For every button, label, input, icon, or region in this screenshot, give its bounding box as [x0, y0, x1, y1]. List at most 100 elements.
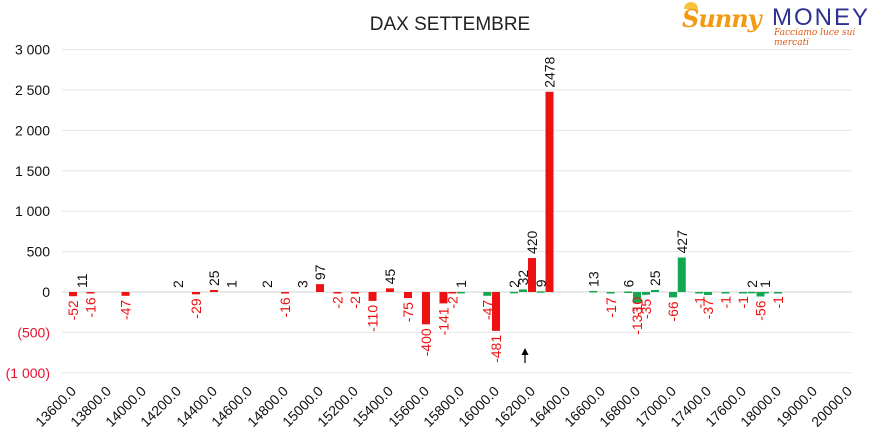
bar [210, 289, 218, 292]
data-label: 1 [757, 280, 773, 288]
data-label: -47 [118, 300, 134, 320]
bar [86, 292, 95, 294]
y-axis-ticks: 3 000 2 500 2 000 1 500 1 000 500 0 (500) (1 000… [6, 42, 51, 381]
y-tick-label: 1 000 [15, 203, 50, 219]
bar [483, 292, 492, 296]
data-label: 11 [74, 273, 90, 288]
logo-tagline: Facciamo luce sui mercati [774, 28, 856, 48]
bar [545, 91, 554, 292]
bar [669, 292, 677, 298]
data-label: 1 [224, 280, 240, 288]
data-label: 13 [585, 271, 601, 287]
gridlines [62, 49, 852, 374]
data-label: -1 [735, 296, 751, 309]
y-tick-label: 3 000 [15, 42, 50, 58]
data-label: -52 [65, 300, 81, 320]
bars [69, 91, 782, 331]
data-label: 3 [295, 280, 311, 288]
data-label: 25 [206, 270, 222, 286]
bar [747, 291, 756, 294]
data-label: -35 [638, 299, 654, 319]
data-label: -481 [488, 335, 504, 363]
data-label: 2 [259, 280, 275, 288]
data-label: -47 [479, 300, 495, 320]
bar [439, 292, 448, 304]
bar [695, 292, 704, 294]
x-axis-ticks: 13600.013800.014000.014200.014400.014600… [32, 383, 855, 430]
price-arrow [521, 348, 529, 363]
bar [528, 258, 536, 292]
sun-icon [684, 2, 698, 9]
data-label: 25 [647, 270, 663, 286]
data-label: -16 [83, 297, 99, 317]
data-label: -17 [603, 297, 619, 317]
bar [677, 257, 686, 292]
bar [457, 291, 465, 294]
data-label: 6 [620, 280, 636, 288]
bar [281, 292, 289, 294]
data-label: -75 [400, 302, 416, 322]
chart-title: DAX SETTEMBRE [369, 14, 531, 35]
data-label: -110 [365, 305, 381, 332]
bar [756, 292, 765, 297]
data-label: -29 [188, 298, 204, 318]
bar [192, 292, 200, 295]
y-tick-label: 0 [42, 284, 50, 300]
data-label: -37 [700, 299, 716, 319]
logo-sunny-text: Sunny [682, 4, 762, 33]
bar [386, 288, 394, 292]
bar [589, 290, 598, 293]
sunny-money-logo: Sunny MONEY Facciamo luce sui mercati [682, 2, 882, 48]
data-label: -141 [436, 307, 452, 335]
logo-money-text: MONEY [772, 4, 871, 31]
y-tick-label: 1 500 [15, 163, 50, 179]
bar [536, 291, 545, 293]
y-tick-label: 2 000 [15, 122, 50, 138]
y-tick-label: (500) [17, 324, 50, 340]
data-label: 427 [674, 230, 690, 254]
bar [351, 292, 359, 294]
data-label: 2 [744, 280, 760, 288]
data-label: -2 [444, 296, 460, 309]
data-label: -10 [629, 297, 645, 317]
bar [510, 291, 518, 294]
bar [624, 291, 633, 294]
data-label: 2478 [542, 56, 558, 87]
data-label: -1 [718, 296, 734, 309]
data-label: 97 [312, 264, 328, 280]
data-label: 420 [524, 230, 540, 254]
bar [739, 292, 747, 294]
bar [448, 292, 457, 294]
bar [333, 292, 342, 294]
bar [368, 292, 377, 301]
data-label: -1 [691, 296, 707, 309]
data-label: 9 [533, 279, 549, 287]
bar [422, 292, 430, 325]
y-tick-label: 500 [27, 244, 51, 260]
y-tick-label: (1 000) [6, 365, 50, 381]
bar [774, 292, 782, 294]
data-label: -400 [418, 328, 434, 356]
bar [760, 291, 769, 294]
y-tick-label: 2 500 [15, 82, 50, 98]
bar [316, 284, 324, 292]
data-label: -133 [629, 307, 645, 335]
bar [651, 289, 659, 292]
bar [633, 292, 641, 303]
bar [721, 292, 730, 294]
bar [704, 292, 712, 295]
bar [69, 292, 77, 297]
data-label: 32 [515, 270, 531, 286]
data-label: 2 [506, 280, 522, 288]
bar [404, 292, 412, 299]
bar [642, 292, 650, 295]
data-label: -2 [330, 296, 346, 309]
bar [519, 289, 527, 292]
data-label: -16 [277, 297, 293, 317]
bar [606, 292, 615, 294]
data-label: 1 [453, 280, 469, 288]
data-label: 2 [170, 280, 186, 288]
data-label: -1 [770, 296, 786, 309]
